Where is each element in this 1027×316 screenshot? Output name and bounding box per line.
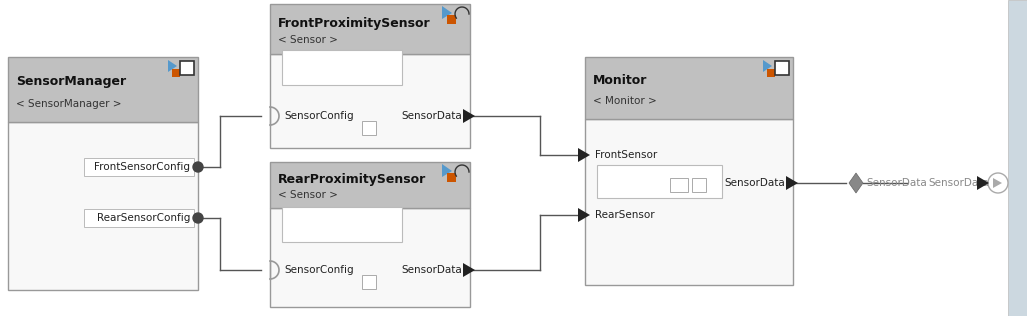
- Polygon shape: [578, 148, 589, 162]
- Polygon shape: [442, 164, 452, 177]
- FancyBboxPatch shape: [270, 162, 470, 208]
- Circle shape: [988, 173, 1007, 193]
- Text: FrontSensorConfig: FrontSensorConfig: [94, 162, 190, 172]
- Text: RearProximitySensor: RearProximitySensor: [278, 173, 426, 186]
- FancyBboxPatch shape: [270, 4, 470, 54]
- Text: FrontProximitySensor: FrontProximitySensor: [278, 17, 430, 30]
- FancyBboxPatch shape: [670, 178, 688, 192]
- Polygon shape: [463, 263, 476, 277]
- FancyBboxPatch shape: [447, 15, 456, 24]
- Text: SensorManager: SensorManager: [16, 75, 126, 88]
- Text: SensorData: SensorData: [866, 178, 926, 188]
- FancyBboxPatch shape: [84, 158, 194, 176]
- Text: < Sensor >: < Sensor >: [278, 35, 338, 45]
- FancyBboxPatch shape: [767, 69, 775, 77]
- Text: Monitor: Monitor: [593, 74, 647, 87]
- FancyBboxPatch shape: [282, 50, 402, 85]
- Polygon shape: [849, 173, 863, 193]
- Text: SensorData: SensorData: [402, 265, 462, 275]
- FancyBboxPatch shape: [8, 122, 198, 290]
- Text: SensorData: SensorData: [928, 178, 989, 188]
- Polygon shape: [786, 176, 798, 190]
- Polygon shape: [463, 109, 476, 123]
- FancyBboxPatch shape: [775, 61, 789, 75]
- Text: SensorConfig: SensorConfig: [284, 265, 353, 275]
- Text: < SensorManager >: < SensorManager >: [16, 99, 121, 109]
- FancyBboxPatch shape: [84, 209, 194, 227]
- Text: SensorData: SensorData: [402, 111, 462, 121]
- Polygon shape: [763, 60, 772, 72]
- FancyBboxPatch shape: [585, 118, 793, 285]
- FancyBboxPatch shape: [8, 57, 198, 122]
- FancyBboxPatch shape: [180, 61, 194, 75]
- FancyBboxPatch shape: [447, 173, 456, 182]
- Text: SensorData: SensorData: [724, 178, 785, 188]
- Circle shape: [193, 213, 203, 223]
- Text: < Monitor >: < Monitor >: [593, 96, 656, 106]
- FancyBboxPatch shape: [362, 275, 376, 289]
- Text: SensorConfig: SensorConfig: [284, 111, 353, 121]
- Polygon shape: [442, 6, 452, 19]
- Polygon shape: [977, 176, 989, 190]
- FancyBboxPatch shape: [282, 207, 402, 242]
- FancyBboxPatch shape: [172, 69, 180, 77]
- Circle shape: [193, 162, 203, 172]
- FancyBboxPatch shape: [270, 208, 470, 307]
- FancyBboxPatch shape: [597, 165, 722, 198]
- Polygon shape: [168, 60, 177, 72]
- FancyBboxPatch shape: [585, 57, 793, 118]
- Text: < Sensor >: < Sensor >: [278, 191, 338, 200]
- FancyBboxPatch shape: [270, 54, 470, 148]
- FancyBboxPatch shape: [362, 121, 376, 135]
- Text: RearSensorConfig: RearSensorConfig: [97, 213, 190, 223]
- Polygon shape: [578, 208, 589, 222]
- FancyBboxPatch shape: [692, 178, 706, 192]
- FancyBboxPatch shape: [1007, 0, 1027, 316]
- Text: FrontSensor: FrontSensor: [595, 150, 657, 160]
- Text: RearSensor: RearSensor: [595, 210, 654, 220]
- Polygon shape: [993, 178, 1002, 188]
